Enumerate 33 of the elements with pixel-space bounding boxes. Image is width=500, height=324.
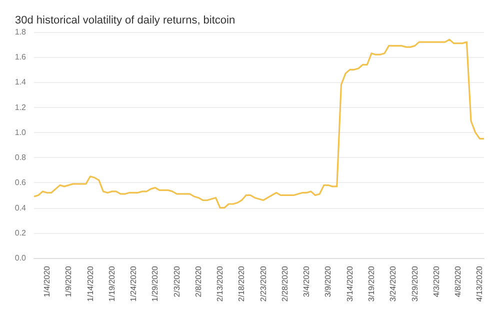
- x-tick-label: 3/19/2020: [367, 265, 376, 302]
- chart-title: 30d historical volatility of daily returns, bitcoin: [15, 14, 236, 26]
- x-tick-label: 4/13/2020: [475, 265, 484, 302]
- x-tick-label: 1/29/2020: [150, 265, 160, 302]
- x-tick-label: 2/23/2020: [258, 265, 268, 302]
- x-tick-label: 2/3/2020: [172, 265, 182, 298]
- x-tick-label: 3/24/2020: [388, 265, 398, 302]
- x-tick-label: 2/18/2020: [237, 265, 246, 302]
- x-tick-label: 2/13/2020: [216, 265, 225, 302]
- y-tick-label: 0.0: [14, 254, 27, 262]
- line-series: [33, 38, 485, 209]
- x-tick-label: 4/8/2020: [454, 265, 463, 298]
- x-tick-label: 1/9/2020: [64, 265, 74, 298]
- x-tick-label: 1/4/2020: [42, 265, 52, 298]
- x-tick-label: 1/14/2020: [86, 265, 95, 302]
- x-tick-label: 2/28/2020: [280, 265, 290, 302]
- x-tick-label: 4/3/2020: [432, 265, 441, 298]
- y-tick-label: 0.4: [14, 203, 27, 212]
- y-tick-label: 0.6: [14, 178, 27, 188]
- y-tick-label: 1.2: [14, 102, 27, 112]
- y-tick-label: 1.8: [14, 28, 27, 36]
- x-tick-label: 3/14/2020: [345, 265, 354, 302]
- x-tick-label: 3/29/2020: [410, 265, 420, 302]
- y-tick-label: 0.2: [14, 228, 27, 238]
- y-tick-label: 1.6: [14, 52, 27, 62]
- x-tick-label: 3/9/2020: [324, 265, 333, 298]
- x-tick-label: 1/19/2020: [107, 265, 116, 302]
- x-tick-label: 2/8/2020: [194, 265, 203, 298]
- x-tick-label: 3/4/2020: [302, 265, 312, 298]
- y-tick-label: 1.4: [14, 78, 27, 87]
- y-tick-label: 0.8: [14, 153, 27, 162]
- x-tick-label: 1/24/2020: [129, 265, 138, 302]
- y-tick-label: 1.0: [14, 128, 27, 137]
